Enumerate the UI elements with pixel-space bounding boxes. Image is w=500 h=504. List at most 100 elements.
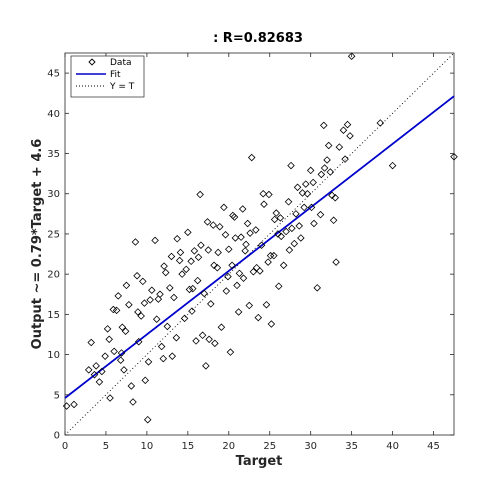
data-point xyxy=(127,382,136,390)
legend-fit-label: Fit xyxy=(110,70,121,80)
data-point xyxy=(125,300,133,309)
data-point xyxy=(302,180,310,188)
data-point xyxy=(376,119,385,127)
data-point xyxy=(176,248,185,257)
y-tick-label: 40 xyxy=(47,109,60,120)
data-point xyxy=(152,315,161,323)
data-point xyxy=(175,256,184,265)
data-point xyxy=(300,203,308,212)
data-point xyxy=(196,190,204,199)
x-tick-label: 25 xyxy=(263,441,276,452)
data-point xyxy=(239,274,248,282)
data-point xyxy=(173,235,181,243)
data-point xyxy=(146,296,154,304)
x-tick-label: 20 xyxy=(222,441,235,452)
data-point xyxy=(180,314,189,323)
data-point xyxy=(295,222,303,230)
data-point xyxy=(182,265,190,274)
data-point xyxy=(140,299,149,307)
data-point xyxy=(184,228,192,237)
data-point xyxy=(279,261,288,270)
data-point xyxy=(211,339,219,348)
data-point xyxy=(110,347,118,356)
data-point xyxy=(290,239,299,248)
data-point xyxy=(262,300,271,309)
y-tick-label: 25 xyxy=(47,229,60,240)
data-point xyxy=(233,281,241,290)
data-point xyxy=(288,224,296,233)
data-point xyxy=(264,258,272,266)
data-point xyxy=(245,301,254,310)
data-point xyxy=(276,214,285,222)
data-point xyxy=(151,236,159,245)
data-point xyxy=(134,337,143,346)
data-point xyxy=(220,203,228,212)
data-point xyxy=(109,305,118,314)
data-point xyxy=(144,358,153,366)
data-point xyxy=(198,331,207,340)
data-point xyxy=(143,415,152,424)
data-point xyxy=(217,323,226,332)
data-point xyxy=(323,156,331,164)
legend-box xyxy=(70,55,145,98)
data-point xyxy=(221,230,230,239)
data-point xyxy=(231,234,240,242)
data-point xyxy=(320,164,329,172)
fit-line xyxy=(64,95,455,399)
data-point xyxy=(234,308,243,316)
data-point xyxy=(194,253,203,262)
data-point xyxy=(207,300,215,308)
data-point xyxy=(90,370,99,379)
data-point xyxy=(118,323,127,332)
data-point xyxy=(282,227,290,236)
data-point xyxy=(230,213,239,221)
data-point xyxy=(326,168,335,176)
data-point xyxy=(226,348,235,356)
data-point xyxy=(157,342,166,351)
data-point xyxy=(210,261,218,270)
data-point xyxy=(131,238,140,246)
data-point xyxy=(247,153,256,162)
data-point xyxy=(260,200,268,208)
data-point xyxy=(257,241,266,249)
data-point xyxy=(254,313,263,322)
data-point xyxy=(205,335,213,344)
data-point xyxy=(106,394,114,402)
data-point xyxy=(159,354,168,363)
data-point xyxy=(298,189,307,197)
data-point xyxy=(306,166,315,175)
y-tick-label: 10 xyxy=(47,350,60,361)
data-point xyxy=(156,290,164,299)
data-point xyxy=(225,245,233,253)
y-axis-label: Output ~= 0.79*Target + 4.6 xyxy=(30,139,45,350)
data-point xyxy=(310,219,318,228)
data-point xyxy=(332,258,340,266)
data-point xyxy=(329,216,338,225)
data-point xyxy=(188,284,197,293)
data-point xyxy=(328,191,336,200)
data-point xyxy=(238,205,247,213)
data-point xyxy=(307,203,316,212)
data-point xyxy=(284,198,293,206)
data-point xyxy=(200,289,208,298)
data-point xyxy=(335,143,344,151)
data-point xyxy=(190,247,199,255)
y-tick-label: 35 xyxy=(47,149,60,160)
data-point xyxy=(92,362,100,370)
x-tick-label: 10 xyxy=(141,441,154,452)
data-point xyxy=(121,327,130,336)
data-point xyxy=(116,356,125,364)
data-point xyxy=(166,284,174,292)
data-point xyxy=(270,251,278,260)
x-tick-label: 35 xyxy=(345,441,358,452)
data-point xyxy=(120,366,128,374)
data-point xyxy=(84,366,93,374)
data-point xyxy=(265,190,273,199)
y-tick-label: 45 xyxy=(47,69,60,80)
data-point xyxy=(293,183,302,192)
data-point xyxy=(347,52,356,60)
data-point xyxy=(241,247,249,255)
data-point xyxy=(87,338,95,347)
data-point xyxy=(95,378,104,386)
x-tick-label: 15 xyxy=(181,441,194,452)
